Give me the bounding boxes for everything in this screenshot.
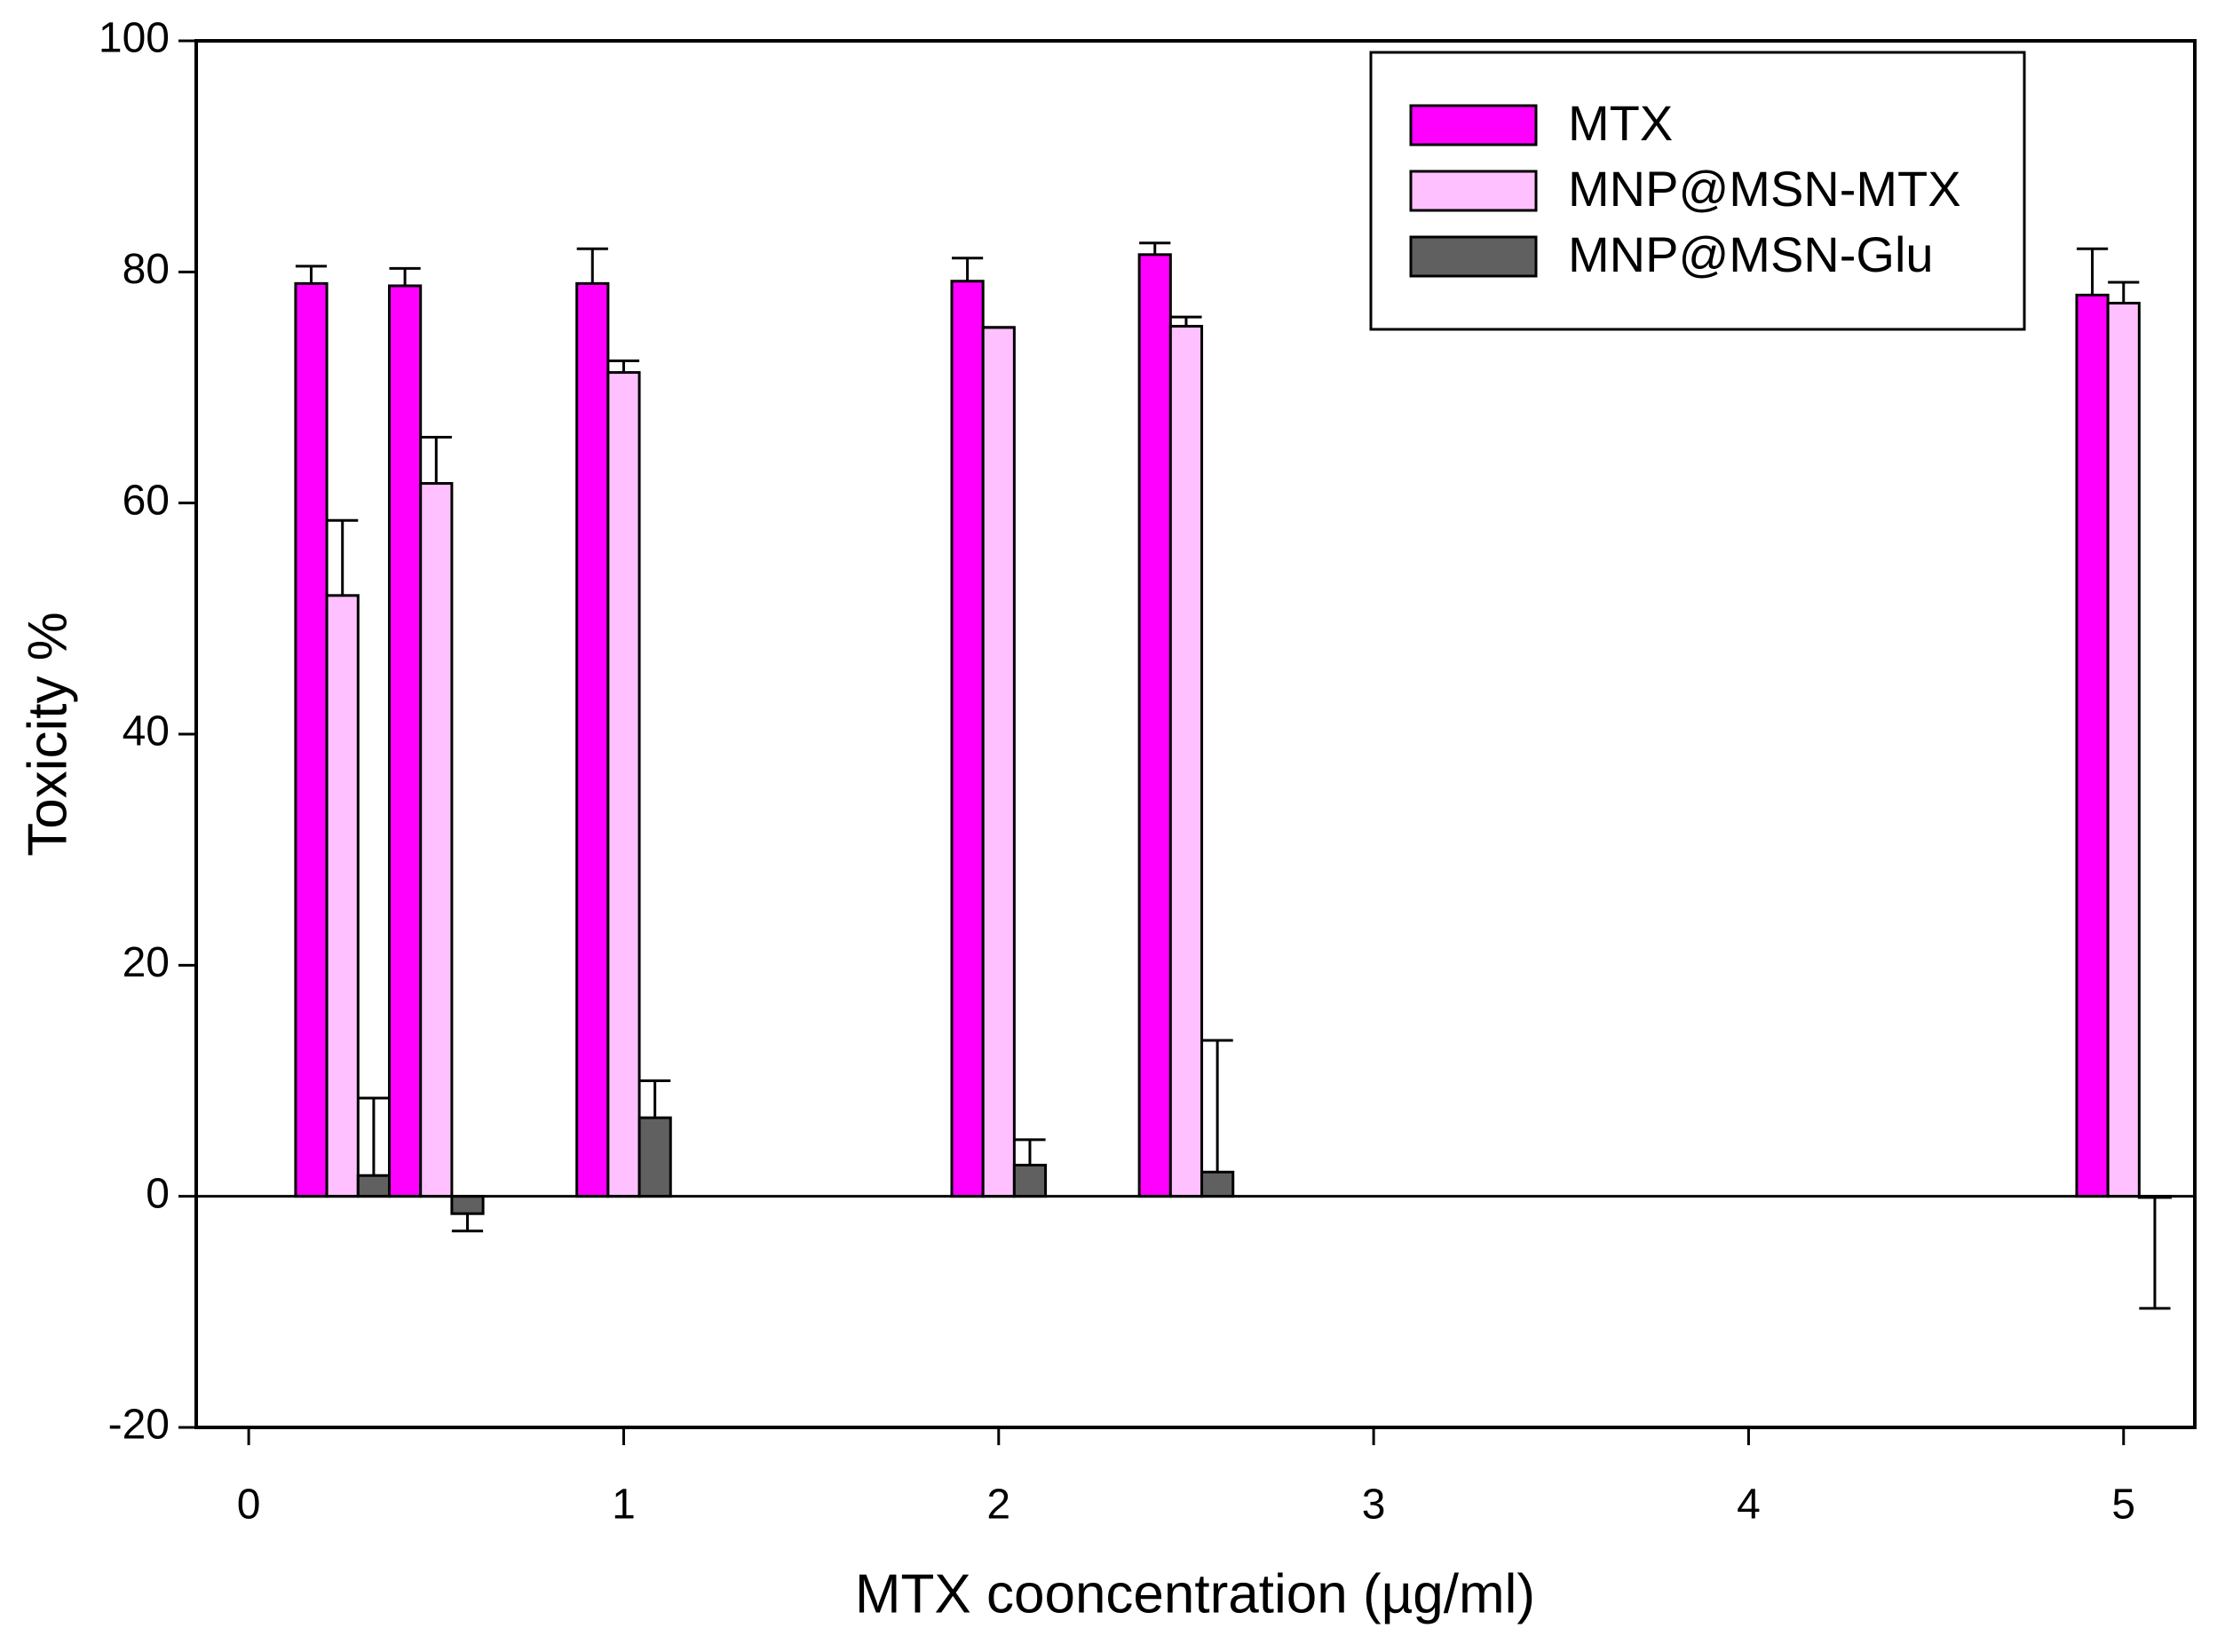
y-tick-label: 0 (146, 1170, 170, 1217)
error-bar (951, 257, 984, 281)
bar (1012, 1164, 1048, 1198)
y-tick-label: 40 (123, 708, 170, 755)
error-bar (420, 435, 452, 484)
y-tick-label: 60 (123, 477, 170, 524)
bar (356, 1174, 391, 1198)
bar (637, 1116, 672, 1198)
error-bar (639, 1079, 671, 1118)
x-tick-label: 5 (2111, 1482, 2135, 1529)
bar (387, 284, 423, 1198)
bar (950, 280, 985, 1198)
legend-label: MTX (1568, 95, 1673, 151)
error-bar (607, 360, 640, 373)
bar (1168, 325, 1204, 1198)
x-tick-label: 3 (1362, 1482, 1386, 1529)
error-bar (1201, 1039, 1233, 1173)
y-axis-title: Toxicity % (17, 612, 78, 857)
x-tick-label: 4 (1737, 1482, 1761, 1529)
x-tick-label: 1 (612, 1482, 636, 1529)
error-bar (576, 247, 608, 284)
legend-swatch (1409, 235, 1538, 278)
bar (294, 281, 329, 1198)
y-tick-label: 80 (123, 246, 170, 293)
error-bar (327, 518, 359, 596)
bar (419, 482, 454, 1198)
legend-swatch (1409, 170, 1538, 212)
error-bar (451, 1213, 484, 1233)
bar (575, 281, 610, 1198)
error-bar (389, 266, 421, 286)
x-axis-title: MTX cooncentration (µg/ml) (855, 1563, 1535, 1624)
bar (2075, 293, 2110, 1198)
error-bar (1170, 315, 1202, 327)
bar (450, 1195, 485, 1215)
bar (2106, 301, 2141, 1198)
error-bar (2139, 1197, 2171, 1310)
error-bar (358, 1096, 390, 1176)
legend-label: MNP@MSN-Glu (1568, 226, 1934, 282)
error-bar (2108, 281, 2140, 304)
bar (1200, 1170, 1235, 1198)
y-tick-label: 100 (99, 15, 170, 62)
error-bar (1014, 1138, 1046, 1166)
x-tick-label: 2 (986, 1482, 1010, 1529)
error-bar (1139, 241, 1171, 255)
y-tick-label: -20 (108, 1402, 170, 1449)
y-tick-label: 20 (123, 939, 170, 986)
x-tick-label: 0 (237, 1482, 261, 1529)
legend-label: MNP@MSN-MTX (1568, 161, 1961, 217)
error-bar (2076, 247, 2109, 296)
bar (606, 371, 641, 1198)
error-bar (295, 265, 328, 284)
legend-swatch (1409, 104, 1538, 146)
bar (981, 326, 1016, 1198)
bar (1137, 253, 1172, 1198)
bar (325, 594, 360, 1198)
